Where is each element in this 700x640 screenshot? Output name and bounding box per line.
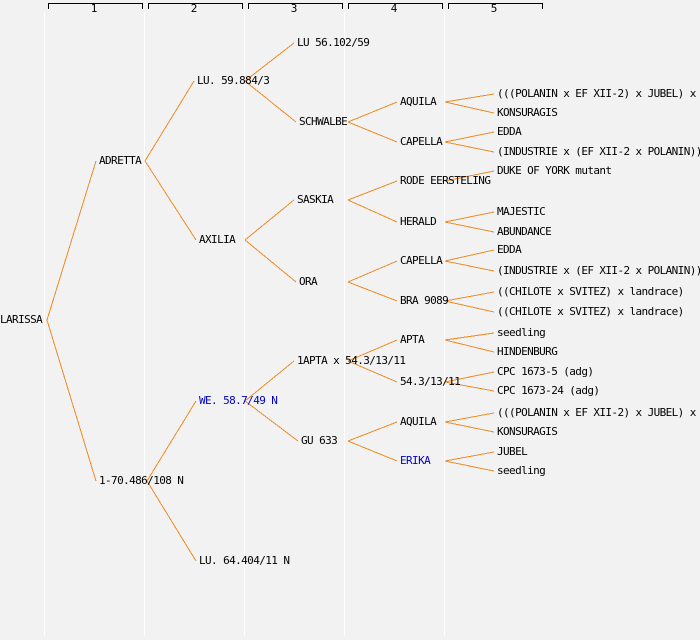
node-n54: 54.3/13/11 (400, 375, 461, 388)
edge-aquila2-polanin2 (444, 412, 495, 423)
node-capella2: CAPELLA (400, 254, 443, 267)
ruler-bracket-5 (448, 3, 543, 9)
node-hindenburg: HINDENBURG (497, 345, 558, 358)
edge-axilia-ora (244, 239, 297, 283)
edge-apta54-apta (347, 339, 398, 362)
node-we58[interactable]: WE. 58.7/49 N (199, 394, 278, 407)
node-larissa: LARISSA (0, 313, 43, 326)
edge-we58-apta54 (244, 360, 295, 402)
edge-n70-lu64 (146, 480, 197, 562)
edge-lu59-schwalbe (244, 80, 297, 123)
node-saskia: SASKIA (297, 193, 334, 206)
ruler-label-2: 2 (190, 2, 198, 15)
node-cpc24: CPC 1673-24 (adg) (497, 384, 600, 397)
node-seedling2: seedling (497, 464, 546, 477)
edge-n54-cpc24 (444, 381, 495, 392)
ruler-bracket-1 (48, 3, 143, 9)
node-edda2: EDDA (497, 243, 522, 256)
edge-larissa-adretta (46, 160, 97, 321)
edge-we58-gu633 (244, 400, 299, 442)
edge-apta-seedling1 (444, 332, 495, 341)
edge-ora-bra9089 (347, 281, 398, 302)
edge-ora-capella2 (347, 260, 398, 283)
node-adretta: ADRETTA (99, 154, 142, 167)
node-schwalbe: SCHWALBE (299, 115, 348, 128)
edge-schwalbe-aquila1 (347, 101, 398, 123)
ruler-label-4: 4 (390, 2, 398, 15)
edge-adretta-axilia (144, 160, 197, 241)
node-majestic: MAJESTIC (497, 205, 546, 218)
edge-herald-abundance (444, 221, 495, 233)
edge-capella1-edda1 (444, 131, 495, 143)
node-bra9089: BRA 9089 (400, 294, 449, 307)
edge-adretta-lu59 (144, 80, 195, 162)
ruler-label-3: 3 (290, 2, 298, 15)
edge-capella1-industrie1 (444, 141, 495, 153)
edge-saskia-herald (347, 199, 398, 223)
edge-saskia-rode (347, 180, 398, 201)
node-abundance: ABUNDANCE (497, 225, 552, 238)
edge-aquila2-konsuragis2 (444, 421, 495, 433)
node-industrie2: (INDUSTRIE x (EF XII-2 x POLANIN)) (497, 264, 700, 277)
node-herald: HERALD (400, 215, 437, 228)
edge-n70-we58 (146, 400, 197, 482)
node-capella1: CAPELLA (400, 135, 443, 148)
edge-bra9089-chilote1 (444, 291, 495, 302)
node-aquila1: AQUILA (400, 95, 437, 108)
node-chilote1: ((CHILOTE x SVITEZ) x landrace) (497, 285, 684, 298)
edge-apta-hindenburg (444, 339, 495, 353)
node-apta54: 1APTA x 54.3/13/11 (297, 354, 406, 367)
node-konsuragis1: KONSURAGIS (497, 106, 558, 119)
edge-gu633-aquila2 (347, 421, 398, 442)
node-chilote2: ((CHILOTE x SVITEZ) x landrace) (497, 305, 684, 318)
edge-schwalbe-capella1 (347, 121, 398, 143)
edge-bra9089-chilote2 (444, 300, 495, 313)
edge-n54-cpc5 (444, 371, 495, 383)
ruler-bracket-4 (348, 3, 443, 9)
node-seedling1: seedling (497, 326, 546, 339)
node-aquila2: AQUILA (400, 415, 437, 428)
node-jubel: JUBEL (497, 445, 528, 458)
edge-larissa-n70 (46, 319, 97, 482)
edge-lu59-lu56 (244, 42, 295, 82)
edge-erika-seedling2 (444, 460, 495, 472)
node-ora: ORA (299, 275, 318, 288)
node-industrie1: (INDUSTRIE x (EF XII-2 x POLANIN)) (497, 145, 700, 158)
edge-aquila1-polanin1 (444, 93, 495, 103)
ruler-label-5: 5 (490, 2, 498, 15)
edge-herald-majestic (444, 211, 495, 223)
node-erika[interactable]: ERIKA (400, 454, 431, 467)
node-duke: DUKE OF YORK mutant (497, 164, 612, 177)
node-n70: 1-70.486/108 N (99, 474, 184, 487)
node-konsuragis2: KONSURAGIS (497, 425, 558, 438)
ruler-label-1: 1 (90, 2, 98, 15)
node-apta: APTA (400, 333, 425, 346)
node-polanin2: (((POLANIN x EF XII-2) x JUBEL) x (497, 406, 696, 419)
node-edda1: EDDA (497, 125, 522, 138)
node-lu59: LU. 59.884/3 (197, 74, 270, 87)
edge-rode-duke (444, 170, 495, 182)
edge-aquila1-konsuragis1 (444, 101, 495, 114)
node-cpc5: CPC 1673-5 (adg) (497, 365, 594, 378)
node-lu64: LU. 64.404/11 N (199, 554, 290, 567)
node-gu633: GU 633 (301, 434, 338, 447)
ruler-bracket-3 (248, 3, 343, 9)
node-rode: RODE EERSTELING (400, 174, 491, 187)
edge-capella2-edda2 (444, 249, 495, 262)
edge-capella2-industrie2 (444, 260, 495, 272)
node-lu56: LU 56.102/59 (297, 36, 370, 49)
edge-gu633-erika (347, 440, 398, 462)
edge-axilia-saskia (244, 199, 295, 241)
edge-erika-jubel (444, 451, 495, 462)
edge-apta54-n54 (347, 360, 398, 383)
node-axilia: AXILIA (199, 233, 236, 246)
ruler-bracket-2 (148, 3, 243, 9)
node-polanin1: (((POLANIN x EF XII-2) x JUBEL) x (497, 87, 696, 100)
